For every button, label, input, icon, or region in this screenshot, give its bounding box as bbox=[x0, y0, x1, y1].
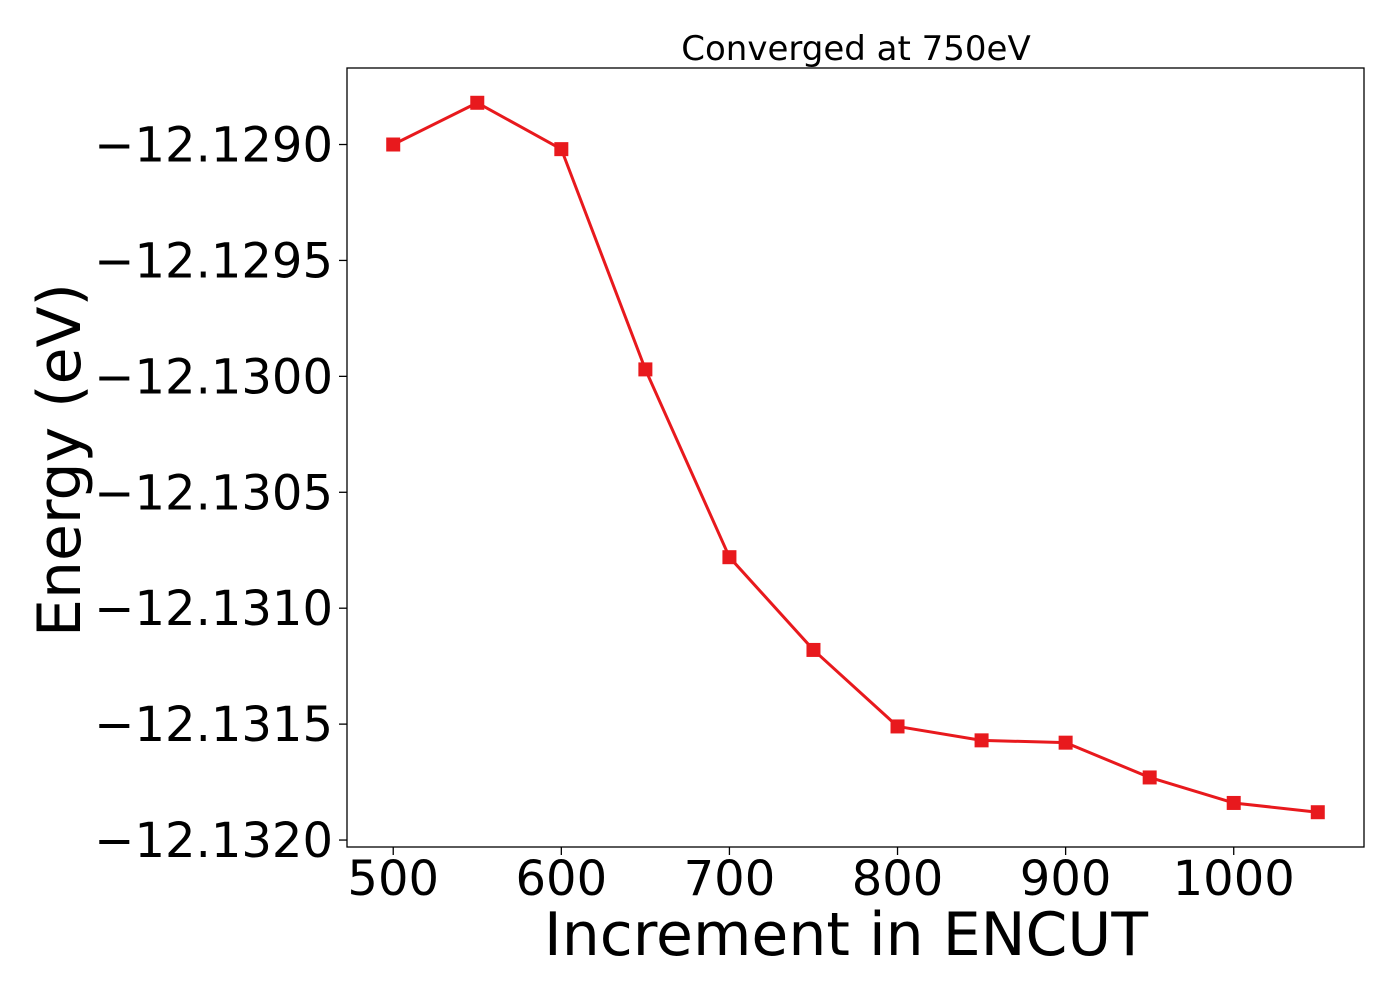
x-tick-label: 900 bbox=[1020, 851, 1112, 907]
x-axis-label: Increment in ENCUT bbox=[544, 900, 1148, 970]
y-tick-label: −12.1295 bbox=[94, 233, 333, 289]
y-axis-label: Energy (eV) bbox=[25, 283, 95, 637]
x-tick-label: 500 bbox=[347, 851, 439, 907]
y-tick-label: −12.1300 bbox=[94, 349, 333, 405]
y-tick-label: −12.1305 bbox=[94, 465, 333, 521]
plot-area: 500 600 700 800 900 1000 −12.1290 −12.1295 −12.1… bbox=[94, 67, 1365, 907]
chart-title: Converged at 750eV bbox=[681, 29, 1030, 69]
data-point-marker bbox=[1310, 805, 1325, 820]
x-tick-label: 700 bbox=[684, 851, 776, 907]
data-point-marker bbox=[554, 142, 569, 157]
series-line bbox=[392, 101, 1318, 814]
data-point-marker bbox=[386, 137, 401, 152]
data-point-marker bbox=[638, 362, 653, 377]
data-point-marker bbox=[806, 642, 821, 657]
data-point-marker bbox=[974, 733, 989, 748]
x-tick-label: 800 bbox=[852, 851, 944, 907]
data-point-marker bbox=[1058, 735, 1073, 750]
y-tick-label: −12.1315 bbox=[94, 697, 333, 753]
data-point-marker bbox=[1226, 795, 1241, 810]
x-tick-label: 600 bbox=[516, 851, 608, 907]
x-tick-label: 1000 bbox=[1173, 851, 1295, 907]
data-point-marker bbox=[470, 95, 485, 110]
data-point-marker bbox=[722, 550, 737, 565]
plot-frame bbox=[346, 67, 1365, 848]
y-tick-label: −12.1320 bbox=[94, 813, 333, 869]
data-point-marker bbox=[1142, 770, 1157, 785]
y-tick-label: −12.1310 bbox=[94, 581, 333, 637]
y-tick-label: −12.1290 bbox=[94, 118, 333, 174]
data-point-marker bbox=[890, 719, 905, 734]
